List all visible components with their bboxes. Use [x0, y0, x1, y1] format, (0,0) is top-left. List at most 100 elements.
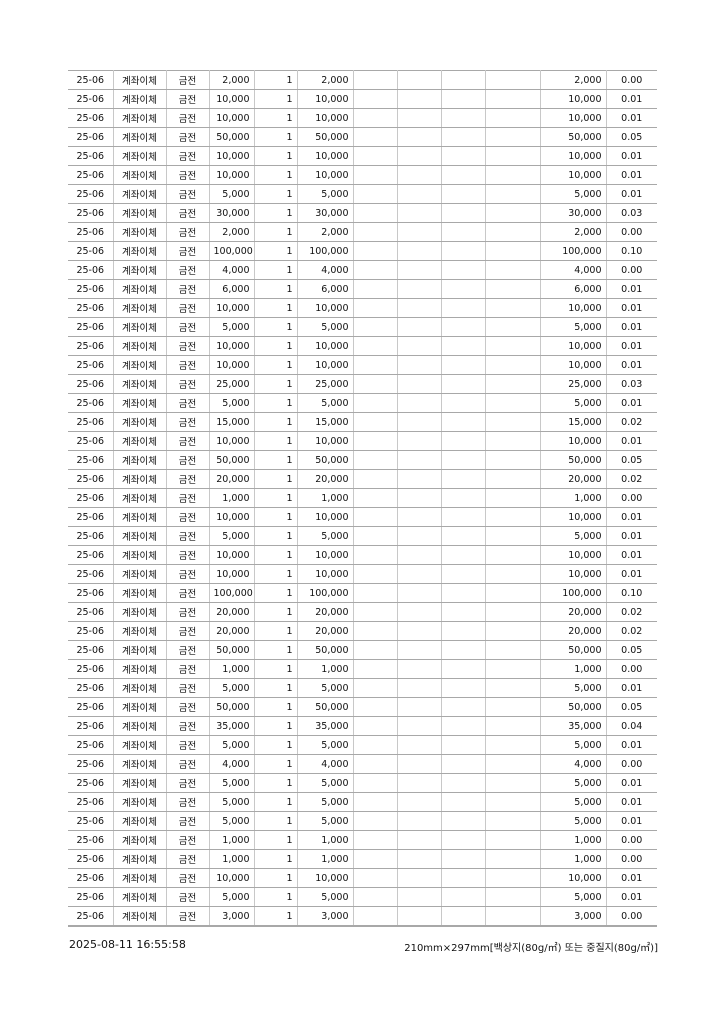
type-cell: 금전	[166, 203, 210, 223]
table-row: 25-06 계좌이체 금전 10,000 1 10,000 10,000 0.01	[68, 431, 657, 451]
empty-cell	[397, 507, 442, 527]
subtotal-cell: 2,000	[297, 70, 354, 90]
empty-cell	[485, 754, 541, 774]
ratio-cell: 0.00	[606, 659, 657, 679]
empty-cell	[485, 89, 541, 109]
empty-cell	[353, 146, 398, 166]
empty-cell	[353, 697, 398, 717]
ratio-cell: 0.05	[606, 127, 657, 147]
amount-cell: 15,000	[209, 412, 255, 432]
empty-cell	[485, 393, 541, 413]
subtotal-cell: 20,000	[297, 602, 354, 622]
type-cell: 금전	[166, 260, 210, 280]
empty-cell	[441, 811, 486, 831]
total-cell: 3,000	[540, 906, 607, 927]
amount-cell: 10,000	[209, 108, 255, 128]
period-cell: 25-06	[68, 450, 114, 470]
total-cell: 20,000	[540, 621, 607, 641]
ratio-cell: 0.01	[606, 279, 657, 299]
method-cell: 계좌이체	[113, 184, 167, 204]
period-cell: 25-06	[68, 317, 114, 337]
empty-cell	[353, 545, 398, 565]
period-cell: 25-06	[68, 811, 114, 831]
empty-cell	[397, 241, 442, 261]
subtotal-cell: 5,000	[297, 887, 354, 907]
table-row: 25-06 계좌이체 금전 5,000 1 5,000 5,000 0.01	[68, 526, 657, 546]
method-cell: 계좌이체	[113, 89, 167, 109]
ratio-cell: 0.02	[606, 602, 657, 622]
ratio-cell: 0.01	[606, 526, 657, 546]
empty-cell	[397, 469, 442, 489]
amount-cell: 1,000	[209, 659, 255, 679]
ratio-cell: 0.00	[606, 754, 657, 774]
quantity-cell: 1	[254, 374, 298, 394]
ratio-cell: 0.01	[606, 773, 657, 793]
amount-cell: 5,000	[209, 811, 255, 831]
table-row: 25-06 계좌이체 금전 15,000 1 15,000 15,000 0.02	[68, 412, 657, 432]
empty-cell	[485, 317, 541, 337]
empty-cell	[441, 184, 486, 204]
empty-cell	[485, 849, 541, 869]
empty-cell	[441, 545, 486, 565]
amount-cell: 5,000	[209, 678, 255, 698]
table-row: 25-06 계좌이체 금전 20,000 1 20,000 20,000 0.02	[68, 469, 657, 489]
empty-cell	[485, 488, 541, 508]
empty-cell	[353, 507, 398, 527]
method-cell: 계좌이체	[113, 241, 167, 261]
amount-cell: 10,000	[209, 165, 255, 185]
total-cell: 50,000	[540, 450, 607, 470]
empty-cell	[397, 89, 442, 109]
subtotal-cell: 5,000	[297, 678, 354, 698]
empty-cell	[397, 222, 442, 242]
empty-cell	[485, 146, 541, 166]
empty-cell	[485, 906, 541, 927]
table-row: 25-06 계좌이체 금전 10,000 1 10,000 10,000 0.01	[68, 108, 657, 128]
empty-cell	[441, 507, 486, 527]
ratio-cell: 0.00	[606, 488, 657, 508]
subtotal-cell: 6,000	[297, 279, 354, 299]
empty-cell	[397, 146, 442, 166]
ratio-cell: 0.01	[606, 184, 657, 204]
method-cell: 계좌이체	[113, 336, 167, 356]
empty-cell	[397, 697, 442, 717]
quantity-cell: 1	[254, 830, 298, 850]
table-row: 25-06 계좌이체 금전 100,000 1 100,000 100,000 0.10	[68, 241, 657, 261]
empty-cell	[485, 716, 541, 736]
total-cell: 35,000	[540, 716, 607, 736]
amount-cell: 2,000	[209, 222, 255, 242]
quantity-cell: 1	[254, 602, 298, 622]
empty-cell	[485, 127, 541, 147]
amount-cell: 1,000	[209, 849, 255, 869]
subtotal-cell: 10,000	[297, 165, 354, 185]
period-cell: 25-06	[68, 545, 114, 565]
table-row: 25-06 계좌이체 금전 1,000 1 1,000 1,000 0.00	[68, 830, 657, 850]
method-cell: 계좌이체	[113, 260, 167, 280]
empty-cell	[485, 355, 541, 375]
subtotal-cell: 20,000	[297, 469, 354, 489]
amount-cell: 100,000	[209, 241, 255, 261]
empty-cell	[441, 222, 486, 242]
table-row: 25-06 계좌이체 금전 2,000 1 2,000 2,000 0.00	[68, 70, 657, 90]
empty-cell	[353, 89, 398, 109]
empty-cell	[353, 868, 398, 888]
subtotal-cell: 10,000	[297, 564, 354, 584]
table-row: 25-06 계좌이체 금전 35,000 1 35,000 35,000 0.04	[68, 716, 657, 736]
subtotal-cell: 5,000	[297, 773, 354, 793]
empty-cell	[485, 260, 541, 280]
period-cell: 25-06	[68, 678, 114, 698]
ratio-cell: 0.10	[606, 583, 657, 603]
amount-cell: 20,000	[209, 602, 255, 622]
total-cell: 5,000	[540, 317, 607, 337]
amount-cell: 10,000	[209, 507, 255, 527]
quantity-cell: 1	[254, 108, 298, 128]
quantity-cell: 1	[254, 355, 298, 375]
total-cell: 25,000	[540, 374, 607, 394]
empty-cell	[353, 279, 398, 299]
method-cell: 계좌이체	[113, 811, 167, 831]
amount-cell: 10,000	[209, 545, 255, 565]
period-cell: 25-06	[68, 602, 114, 622]
method-cell: 계좌이체	[113, 545, 167, 565]
period-cell: 25-06	[68, 298, 114, 318]
amount-cell: 35,000	[209, 716, 255, 736]
quantity-cell: 1	[254, 564, 298, 584]
